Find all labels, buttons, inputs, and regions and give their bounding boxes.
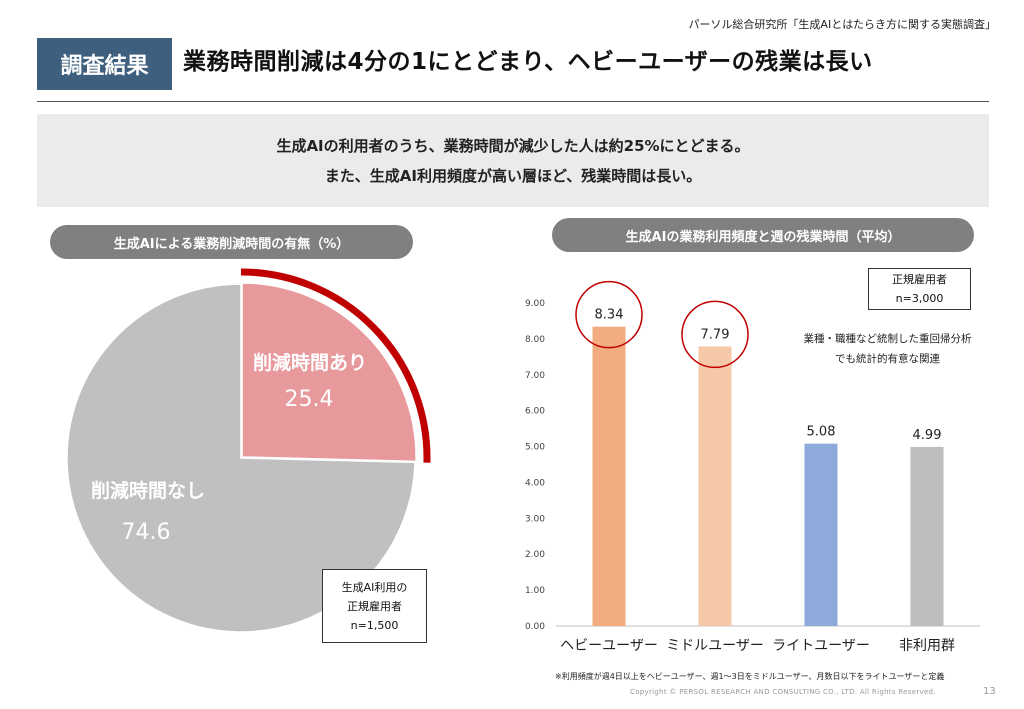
y-tick-label-2: 2.00 [525,550,545,560]
y-tick-label-4: 4.00 [525,478,545,488]
bar-note-line-2: n=3,000 [895,292,944,305]
result-badge: 調査結果 [37,38,172,90]
y-tick-label-3: 3.00 [525,514,545,524]
y-tick-label-1: 1.00 [525,586,545,596]
bar-1 [592,326,626,626]
copyright: Copyright © PERSOL RESEARCH AND CONSULTI… [630,688,936,696]
x-tick-label-1: ヘビーユーザー [560,638,658,654]
bar-2 [698,346,732,626]
pie-label-2: 削減時間なし [91,479,205,502]
pie-panel-title: 生成AIによる業務削減時間の有無（%） [50,225,413,259]
survey-source: パーソル総合研究所「生成AIとはたらき方に関する実態調査」 [688,18,996,31]
regression-note-line-1: 業種・職種など統制した重回帰分析 [803,333,972,345]
title-divider [37,101,989,102]
pie-note-line-3: n=1,500 [350,618,399,632]
bar-value-label-4: 4.99 [913,428,942,443]
pie-sample-note: 生成AI利用の 正規雇用者 n=1,500 [322,569,427,643]
y-tick-label-9: 9.00 [525,299,545,309]
pie-note-line-1: 生成AI利用の [341,580,408,594]
pie-value-1: 25.4 [285,387,334,412]
page-title: 業務時間削減は4分の1にとどまり、ヘビーユーザーの残業は長い [183,49,873,75]
summary-line-2: また、生成AI利用頻度が高い層ほど、残業時間は長い。 [324,166,702,185]
page-number: 13 [983,686,996,697]
frequency-footnote: ※利用頻度が週4日以上をヘビーユーザー、週1～3日をミドルユーザー、月数日以下を… [555,672,945,681]
y-tick-label-7: 7.00 [525,371,545,381]
x-tick-label-3: ライトユーザー [772,638,870,654]
pie-label-1: 削減時間あり [253,351,367,374]
pie-value-2: 74.6 [122,520,171,545]
highlight-circle-2 [681,300,749,369]
bar-value-label-3: 5.08 [807,425,836,440]
summary-box: 生成AIの利用者のうち、業務時間が減少した人は約25%にとどまる。 また、生成A… [37,114,989,207]
y-tick-label-6: 6.00 [525,407,545,417]
summary-line-1: 生成AIの利用者のうち、業務時間が減少した人は約25%にとどまる。 [276,136,750,155]
bar-3 [804,443,838,626]
pie-slice-1 [241,282,417,463]
x-tick-label-2: ミドルユーザー [666,638,764,654]
regression-note-line-2: でも統計的有意な関連 [835,353,940,365]
y-tick-label-5: 5.00 [525,443,545,453]
bar-note-line-1: 正規雇用者 [892,273,947,286]
y-tick-label-8: 8.00 [525,335,545,345]
regression-note: 業種・職種など統制した重回帰分析 でも統計的有意な関連 [795,329,980,369]
pie-note-line-2: 正規雇用者 [347,599,402,613]
bar-panel-title: 生成AIの業務利用頻度と週の残業時間（平均） [552,218,974,252]
bar-value-label-1: 8.34 [595,308,624,323]
y-tick-label-0: 0.00 [525,622,545,632]
x-tick-label-4: 非利用群 [899,638,955,654]
bar-4 [910,446,944,626]
highlight-circle-1 [575,280,643,349]
bar-value-label-2: 7.79 [701,327,730,342]
pie-highlight-arc [240,268,431,463]
bar-sample-note: 正規雇用者 n=3,000 [868,268,971,310]
